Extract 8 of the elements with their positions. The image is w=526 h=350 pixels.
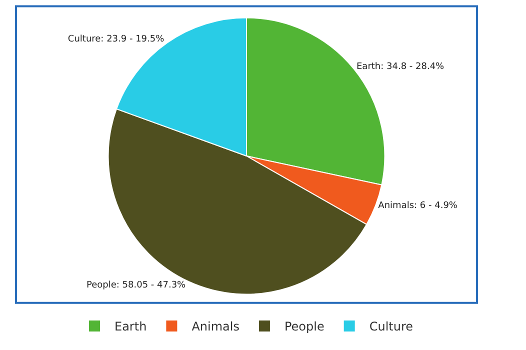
legend-label: People	[284, 320, 324, 334]
legend-label: Culture	[369, 320, 414, 334]
data-label: Culture: 23.9 - 19.5%	[68, 34, 165, 44]
data-label: Earth: 34.8 - 28.4%	[356, 62, 445, 72]
data-label: Animals: 6 - 4.9%	[378, 200, 458, 211]
data-label: People: 58.05 - 47.3%	[86, 280, 186, 291]
legend-label: Animals	[192, 320, 240, 334]
legend-label: Earth	[114, 320, 147, 334]
